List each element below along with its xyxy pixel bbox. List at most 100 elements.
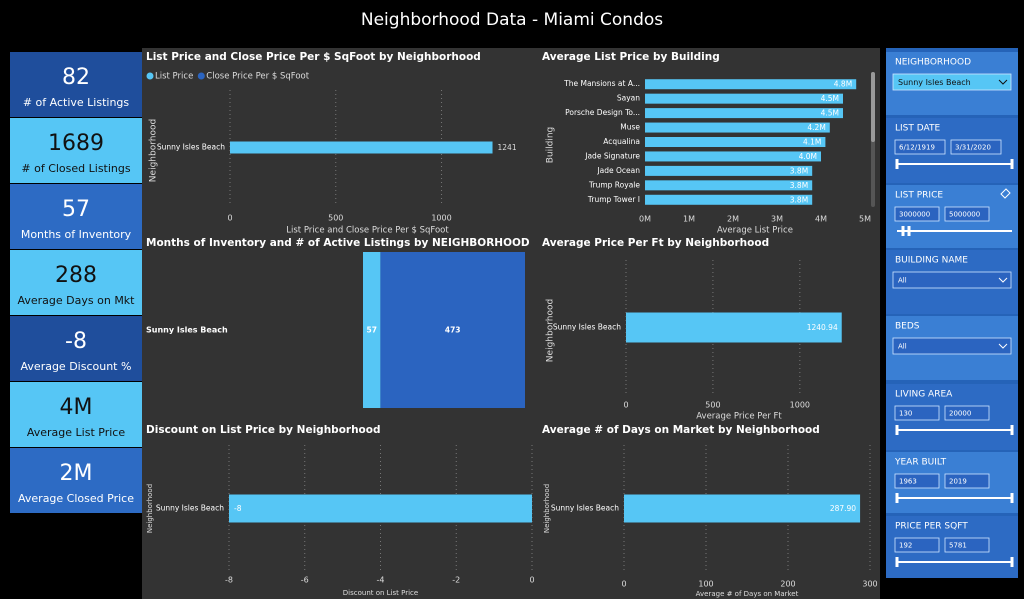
- bar: [229, 494, 532, 523]
- category-label: Jade Signature: [584, 151, 640, 160]
- category-label: Jade Ocean: [596, 166, 640, 175]
- kpi-card: [10, 184, 142, 249]
- category-label: Sunny Isles Beach: [156, 504, 224, 513]
- x-axis-title: Discount on List Price: [343, 589, 418, 597]
- range-input[interactable]: [944, 473, 990, 489]
- chart-title: List Price and Close Price Per $ SqFoot …: [146, 51, 481, 63]
- range-input-value: 6/12/1919: [899, 144, 935, 152]
- range-input[interactable]: [894, 537, 940, 553]
- dropdown-chevron: [998, 79, 1008, 85]
- x-tick-label: 1M: [683, 215, 695, 224]
- kpi-card: [10, 382, 142, 447]
- kpi-label: # of Closed Listings: [21, 162, 130, 175]
- filter-title: YEAR BUILT: [894, 458, 947, 468]
- dropdown[interactable]: [892, 337, 1012, 355]
- x-axis-title: List Price and Close Price Per $ SqFoot: [286, 226, 449, 236]
- bar: [230, 141, 493, 154]
- slider-handle[interactable]: [901, 226, 905, 236]
- chart-title: Discount on List Price by Neighborhood: [146, 424, 381, 436]
- x-tick-label: 4M: [815, 215, 827, 224]
- x-tick-label: 1000: [790, 401, 810, 410]
- x-tick-label: 1000: [431, 214, 451, 223]
- bar: [645, 165, 813, 176]
- range-input[interactable]: [894, 206, 940, 222]
- data-label: 4.5M: [821, 94, 839, 103]
- category-label: Sunny Isles Beach: [157, 143, 225, 152]
- x-tick-label: 0: [529, 576, 534, 585]
- kpi-value: -8: [65, 329, 87, 354]
- slider-handle[interactable]: [1010, 493, 1014, 503]
- data-label: 473: [445, 326, 461, 335]
- bar: [645, 122, 830, 133]
- dropdown[interactable]: [892, 271, 1012, 289]
- kpi-value: 82: [62, 65, 90, 90]
- y-axis-title: Neighborhood: [543, 484, 551, 533]
- category-label: Muse: [620, 123, 640, 132]
- x-tick-label: 200: [780, 580, 795, 589]
- range-input[interactable]: [944, 206, 990, 222]
- scrollbar-thumb[interactable]: [871, 72, 875, 142]
- chart-title: Months of Inventory and # of Active List…: [146, 237, 530, 249]
- range-input-value: 3/31/2020: [955, 144, 991, 152]
- filter-title: PRICE PER SQFT: [895, 522, 968, 532]
- kpi-value: 57: [62, 197, 90, 222]
- filter-title: LIVING AREA: [895, 390, 953, 400]
- x-tick-label: -8: [225, 576, 233, 585]
- slider-handle[interactable]: [1010, 557, 1014, 567]
- kpi-card: [10, 118, 142, 183]
- data-label: 1241: [498, 143, 517, 152]
- chart-title: Average Price Per Ft by Neighborhood: [542, 237, 769, 249]
- data-label: 3.8M: [790, 166, 808, 175]
- bar: [380, 252, 525, 408]
- data-label: 57: [366, 326, 376, 335]
- legend-marker: [197, 72, 205, 80]
- range-input-value: 1963: [899, 478, 917, 486]
- category-label: Trump Royale: [588, 180, 640, 189]
- range-input[interactable]: [894, 405, 940, 421]
- y-axis-title: Neighborhood: [146, 484, 154, 533]
- slider-handle[interactable]: [1010, 425, 1014, 435]
- data-label: 4.2M: [807, 123, 825, 132]
- x-axis-title: Average List Price: [717, 226, 793, 236]
- range-input-value: 5000000: [949, 211, 980, 219]
- eraser-icon[interactable]: [1000, 188, 1011, 199]
- slider-handle[interactable]: [895, 493, 899, 503]
- kpi-label: Average Discount %: [21, 360, 132, 373]
- range-input[interactable]: [944, 537, 990, 553]
- filter-title: LIST PRICE: [895, 191, 943, 201]
- dropdown[interactable]: [892, 73, 1012, 91]
- data-label: 4.1M: [803, 138, 821, 147]
- range-input-value: 130: [899, 410, 912, 418]
- x-tick-label: 5M: [859, 215, 871, 224]
- category-label: Trump Tower I: [587, 195, 640, 204]
- x-tick-label: -6: [301, 576, 309, 585]
- filter-title: LIST DATE: [895, 124, 940, 134]
- legend-label: Close Price Per $ SqFoot: [206, 72, 309, 82]
- dropdown-chevron: [998, 343, 1008, 349]
- range-input[interactable]: [894, 473, 940, 489]
- bar: [645, 180, 813, 191]
- x-tick-label: 500: [705, 401, 720, 410]
- page-title: Neighborhood Data - Miami Condos: [361, 10, 663, 30]
- slider-handle[interactable]: [1010, 159, 1014, 169]
- kpi-label: Months of Inventory: [21, 228, 132, 241]
- bar: [626, 312, 842, 343]
- bar: [645, 137, 826, 147]
- slider-handle[interactable]: [907, 226, 911, 236]
- range-input[interactable]: [944, 405, 990, 421]
- slider-handle[interactable]: [895, 159, 899, 169]
- chart-title: Average # of Days on Market by Neighborh…: [542, 424, 820, 436]
- kpi-value: 1689: [48, 131, 104, 156]
- slider-handle[interactable]: [895, 557, 899, 567]
- data-label: 1240.94: [807, 323, 838, 332]
- range-input-value: 192: [899, 542, 912, 550]
- category-label: Porsche Design To...: [565, 108, 640, 117]
- bar: [645, 194, 813, 205]
- category-label: Sunny Isles Beach: [146, 326, 228, 335]
- range-input[interactable]: [950, 139, 1002, 155]
- data-label: 4.8M: [834, 80, 852, 89]
- range-input[interactable]: [894, 139, 946, 155]
- slider-handle[interactable]: [895, 425, 899, 435]
- range-input-value: 3000000: [899, 211, 930, 219]
